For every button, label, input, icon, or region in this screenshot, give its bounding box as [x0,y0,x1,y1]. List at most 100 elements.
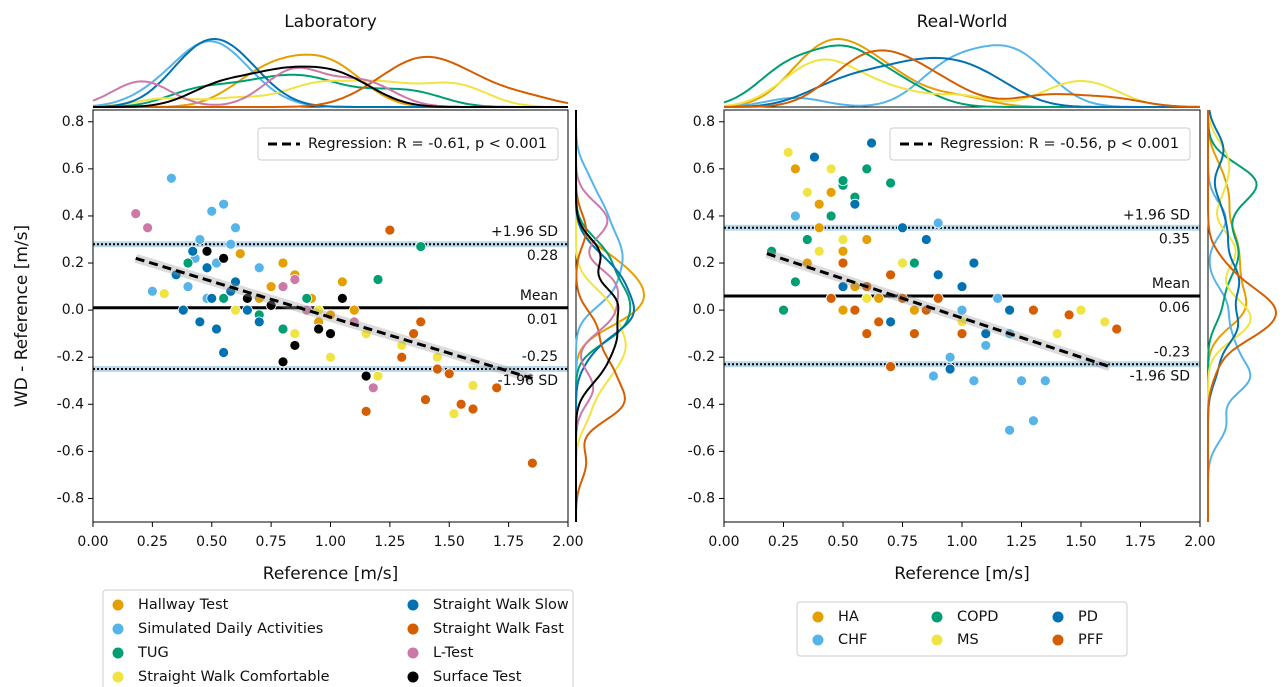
data-point [201,262,213,274]
y-tick-label: -0.8 [57,490,84,506]
data-point [234,248,246,260]
data-point [873,316,885,328]
y-tick-label: 0.2 [693,255,715,271]
data-point [1111,323,1123,335]
data-point [289,328,301,340]
legend-marker [1051,633,1065,647]
legend-text: Surface Test [433,669,522,685]
data-point [253,316,265,328]
data-point [431,351,443,363]
data-point [325,351,336,363]
data-point [909,304,920,316]
legend-text: Straight Walk Fast [433,621,564,637]
data-point [372,370,384,382]
x-tick-label: 0.50 [196,534,227,550]
x-tick-label: 1.50 [434,534,465,550]
data-point [455,398,467,410]
data-point [182,257,194,269]
data-point [1063,309,1075,321]
data-point [158,288,170,300]
data-point [873,292,885,304]
data-point [431,363,443,375]
data-point [211,323,222,335]
data-point [932,269,944,281]
data-point [920,234,932,245]
chart-title: Real-World [917,12,1008,32]
y-tick-label: -0.4 [57,396,84,412]
legend-marker [406,598,420,612]
marginal-density [1207,110,1248,522]
x-tick-label: 1.50 [1065,534,1096,550]
data-point [825,186,837,198]
y-axis-label: WD - Reference [m/s] [12,225,32,407]
data-point [790,210,801,222]
legend-text: Simulated Daily Activities [138,621,323,637]
data-point [1028,415,1039,427]
data-point [448,408,460,420]
data-point [396,340,408,351]
legend-text: COPD [957,609,998,625]
y-tick-label: 0.8 [62,114,84,130]
y-tick-label: 0.0 [62,302,84,318]
x-tick-label: 0.00 [77,534,108,550]
data-point [325,328,336,340]
data-point [813,245,825,257]
data-point [408,328,420,340]
data-point [861,234,873,245]
marginal-density [575,110,632,522]
legend-text: CHF [838,632,867,648]
data-point [849,198,861,210]
marginal-density [575,110,620,522]
data-point [897,222,908,234]
data-point [277,257,289,269]
data-point [782,146,794,158]
data-point [187,245,199,257]
regression-band [134,254,534,383]
data-point [396,351,408,363]
data-point [980,328,992,340]
data-point [885,316,896,328]
x-tick-label: 1.75 [493,534,524,550]
x-tick-label: 2.00 [552,534,583,550]
legend-marker [111,670,125,684]
marginal-density [1207,109,1241,522]
data-point [289,274,301,285]
data-point [866,137,877,149]
legend-text: MS [957,632,979,648]
data-point [336,292,348,304]
limit-label: +1.96 SD [491,224,558,240]
data-point [837,245,849,257]
legend-text: PD [1078,609,1098,625]
data-point [813,222,825,234]
data-point [360,370,372,382]
legend-box [102,589,574,687]
data-point [825,292,837,304]
marginal-density [575,110,620,522]
marginal-density [93,55,569,108]
data-point [301,292,313,304]
data-point [241,304,253,316]
mean-label: Mean [520,288,558,304]
y-tick-label: -0.6 [688,443,715,459]
x-tick-label: 1.25 [374,534,405,550]
limit-value: -0.23 [1154,344,1190,360]
legend-marker [406,622,420,636]
data-point [230,276,241,288]
legend-marker [111,598,125,612]
legend-marker [811,633,825,647]
limit-label: -1.96 SD [1130,368,1190,384]
limit-value: 0.35 [1159,232,1190,248]
marginal-density [1207,110,1258,522]
data-point [861,292,873,304]
data-point [206,292,218,304]
data-point [825,210,837,222]
data-point [201,245,213,257]
chart-title: Laboratory [284,12,377,32]
y-tick-label: -0.2 [57,349,84,365]
x-tick-label: 0.00 [708,534,739,550]
marginal-density [93,65,568,108]
legend-marker [406,646,420,660]
plot-area [93,172,568,469]
marginal-density [92,79,569,108]
